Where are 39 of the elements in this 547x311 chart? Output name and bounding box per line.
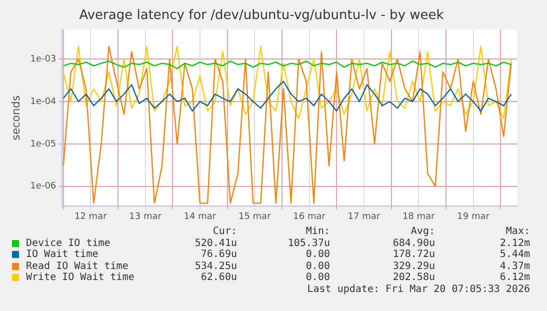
- text: 0.00: [304, 272, 330, 284]
- text: 5.44m: [498, 249, 530, 260]
- text: 0.00: [304, 249, 330, 260]
- y-tick-label: 1e-06: [30, 182, 56, 192]
- x-tick-label: 14 mar: [184, 212, 216, 222]
- x-tick-label: 12 mar: [74, 212, 108, 222]
- text: 0.00: [304, 260, 330, 272]
- x-tick-label: 17 mar: [348, 212, 380, 222]
- y-tick-label: 1e-03: [30, 54, 56, 65]
- legend-label: Device IO time: [25, 238, 112, 249]
- text: 6.12m: [498, 272, 530, 284]
- legend-label: Read IO Wait time: [25, 260, 130, 272]
- text: Cur:: [212, 226, 237, 238]
- chart-title: Average latency for /dev/ubuntu-vg/ubuntu-lv - by week: [79, 8, 444, 24]
- text: 534.25u: [194, 260, 237, 272]
- text: Min:: [304, 226, 330, 238]
- text: 202.58u: [392, 272, 435, 284]
- text: Avg:: [410, 226, 435, 238]
- y-axis-title: seconds: [9, 95, 22, 140]
- text: 4.37m: [498, 260, 530, 272]
- text: 684.90u: [392, 238, 435, 249]
- text: 329.29u: [392, 260, 435, 272]
- text: 62.60u: [200, 272, 237, 284]
- text: 178.72u: [392, 249, 435, 260]
- x-tick-label: 15 mar: [238, 212, 272, 222]
- text: 105.37u: [286, 238, 330, 249]
- x-tick-label: 19 mar: [457, 212, 490, 222]
- text: 2.12m: [498, 238, 530, 249]
- y-tick-label: 1e-05: [30, 139, 56, 150]
- x-tick-label: 16 mar: [293, 212, 326, 222]
- x-tick-label: 18 mar: [402, 212, 436, 222]
- x-tick-label: 13 mar: [129, 212, 162, 222]
- legend-label: Write IO Wait time: [25, 272, 136, 284]
- text: 520.41u: [194, 238, 237, 249]
- legend-label: IO Wait time: [25, 249, 100, 260]
- y-tick-label: 1e-04: [30, 96, 56, 107]
- text: Max:: [504, 226, 530, 238]
- text: Last update: Fri Mar 20 07:05:33 2026: [306, 284, 530, 296]
- text: 76.69u: [200, 249, 237, 260]
